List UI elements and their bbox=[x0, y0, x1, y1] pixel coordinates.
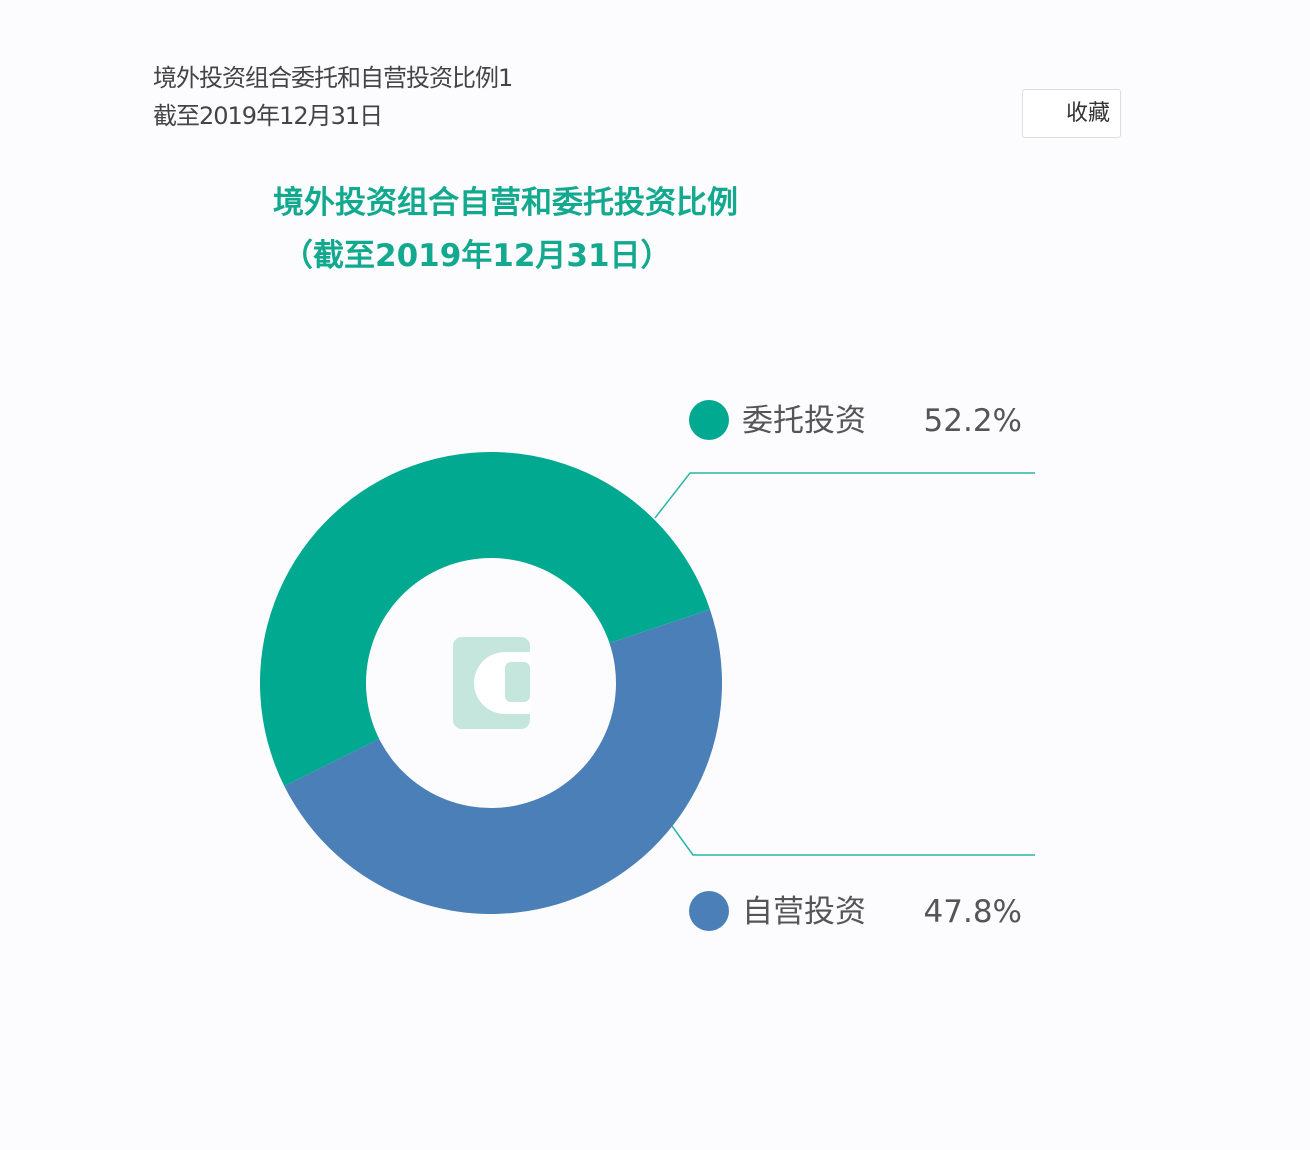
favorite-button[interactable]: 收藏 bbox=[1022, 89, 1121, 138]
legend-marker-0 bbox=[689, 400, 729, 440]
page-title: 境外投资组合委托和自营投资比例1 bbox=[153, 64, 513, 92]
slice-name-0: 委托投资 bbox=[742, 403, 866, 439]
legend-marker-1 bbox=[689, 891, 729, 931]
chart-subtitle: （截至2019年12月31日） bbox=[282, 238, 672, 274]
slice-label-0: 52.2% bbox=[924, 403, 1022, 439]
leader-line-1 bbox=[671, 825, 1035, 856]
slice-name-1: 自营投资 bbox=[742, 894, 866, 930]
center-logo bbox=[453, 637, 530, 729]
leader-line-0 bbox=[654, 472, 1035, 519]
donut-slice-0 bbox=[260, 452, 710, 787]
page-subtitle: 截至2019年12月31日 bbox=[153, 102, 383, 130]
chart-title: 境外投资组合自营和委托投资比例 bbox=[273, 185, 738, 221]
donut-slice-1 bbox=[284, 609, 723, 915]
slice-label-1: 47.8% bbox=[924, 894, 1022, 930]
